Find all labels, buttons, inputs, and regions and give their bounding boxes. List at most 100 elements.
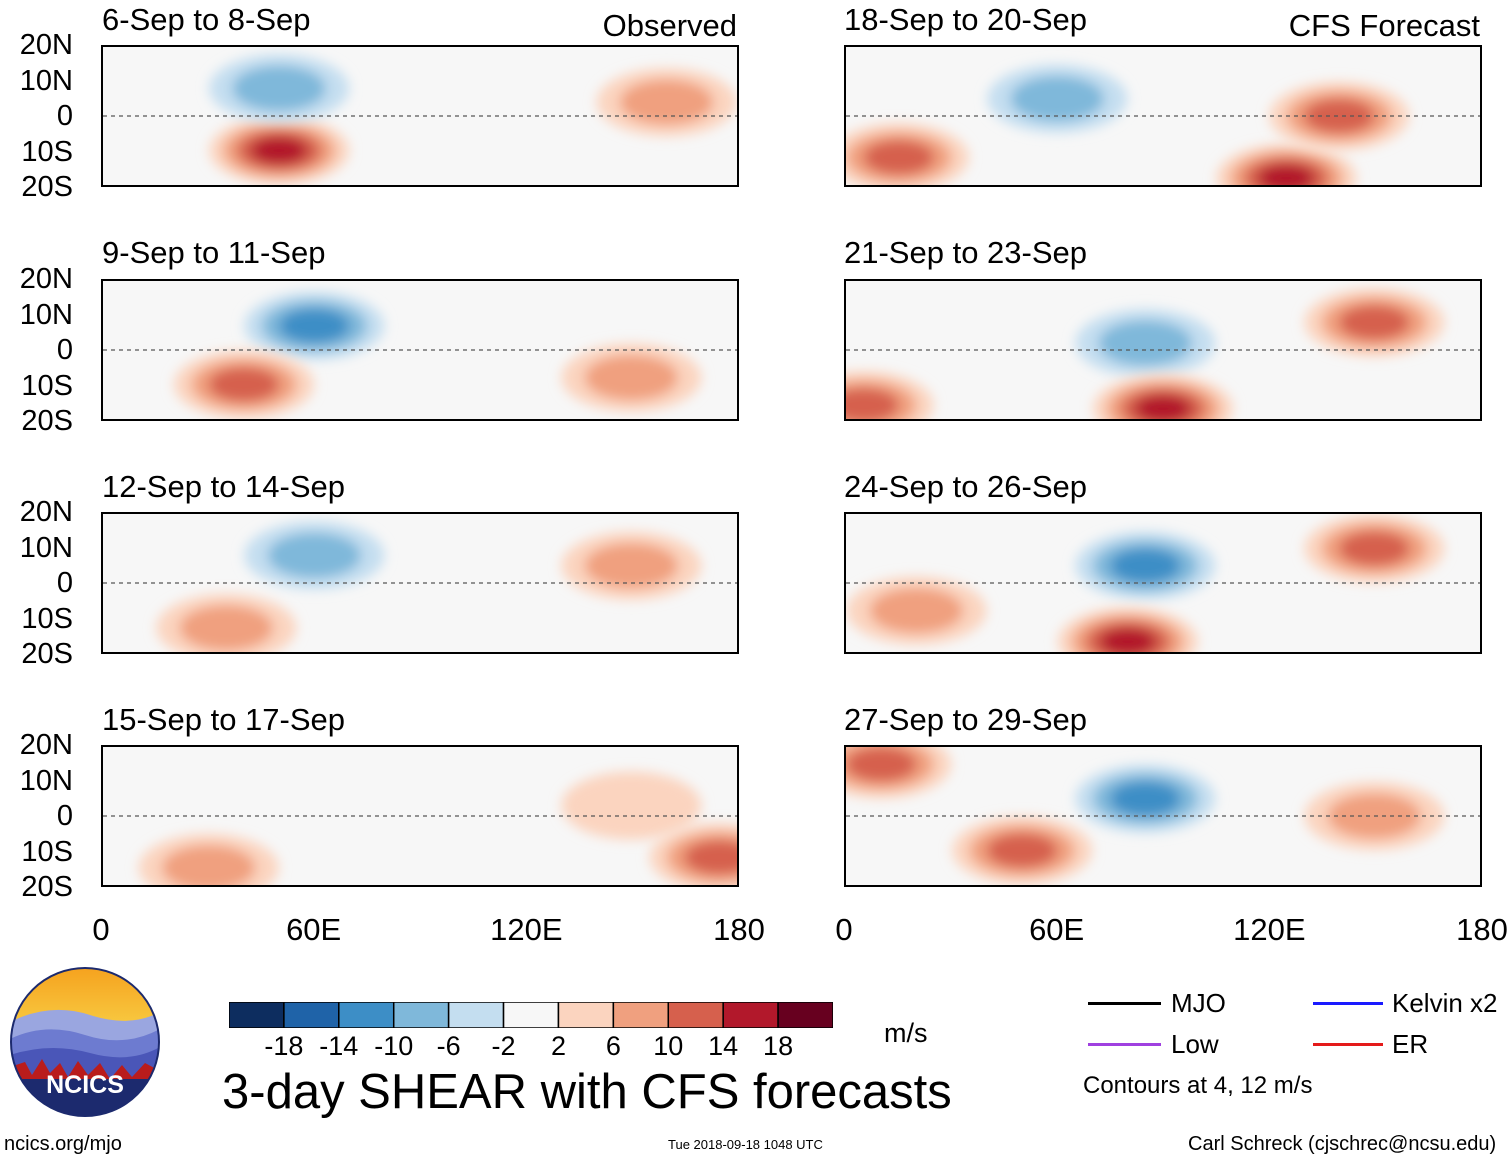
shear-anomaly-blob: [846, 576, 987, 645]
footer-url[interactable]: ncics.org/mjo: [4, 1133, 122, 1155]
shear-anomaly-blob: [952, 816, 1093, 885]
panel-plot-3: [103, 514, 737, 652]
panel-title-2: 9-Sep to 11-Sep: [102, 235, 326, 270]
shear-level-8: [584, 543, 678, 589]
forecast-label: CFS Forecast: [1288, 8, 1480, 43]
lon-tick-label: 180: [713, 912, 765, 947]
shear-anomaly-blob: [1304, 288, 1445, 357]
colorbar-box-4: [447, 1002, 505, 1028]
shear-anomaly-blob: [1269, 82, 1410, 150]
shear-level-12: [684, 840, 737, 875]
shear-level-12: [1339, 531, 1410, 566]
lat-tick-label: 10N: [19, 764, 73, 797]
panel-title-6: 21-Sep to 23-Sep: [844, 235, 1088, 270]
logo-text: NCICS: [46, 1071, 124, 1099]
panel-plot-4: [103, 747, 737, 885]
lon-tick-label: 0: [835, 912, 853, 947]
panel-plot-2: [103, 281, 737, 419]
lat-tick-label: 20N: [19, 29, 73, 61]
lat-tick-label: 20S: [21, 171, 73, 203]
shear-level-16: [1135, 395, 1191, 419]
colorbar-box-1: [283, 1002, 340, 1028]
shear-level-12: [987, 833, 1058, 868]
lon-tick-label: 0: [92, 912, 110, 947]
lat-tick-label: 10S: [21, 135, 73, 168]
shear-level-8: [584, 354, 678, 401]
shear-anomaly-blob: [138, 833, 279, 885]
shear-anomaly-blob: [561, 531, 702, 600]
footer-timestamp: Tue 2018-09-18 1048 UTC: [668, 1137, 823, 1152]
panel-title-4: 15-Sep to 17-Sep: [102, 702, 346, 737]
lon-tick-label: 60E: [286, 912, 342, 947]
colorbar-box-2: [338, 1002, 395, 1028]
shear-anomaly-blob: [244, 521, 385, 590]
lon-tick-label: 120E: [490, 912, 563, 947]
lat-tick-label: 10S: [21, 602, 73, 635]
lat-tick-label: 20N: [19, 729, 73, 761]
shear-level-12: [846, 747, 917, 782]
colorbar-box-6: [557, 1002, 615, 1028]
legend-kelvin-line: [1313, 1002, 1383, 1005]
shear-level-8: [162, 845, 256, 885]
colorbar-box-3: [392, 1002, 450, 1028]
shear-anomaly-blob: [1304, 514, 1445, 583]
colorbar-tick-1: -14: [319, 1031, 359, 1061]
shear-anomaly-blob: [209, 54, 350, 123]
colorbar-tick-4: -2: [491, 1031, 516, 1061]
map-panel-4: [101, 745, 739, 887]
panel-title-1: 6-Sep to 8-Sep: [102, 2, 311, 37]
lat-tick-label: 20N: [19, 263, 73, 295]
units-label: m/s: [884, 1018, 928, 1048]
shear-level-8: [619, 79, 714, 125]
shear-level-12: [208, 367, 279, 402]
observed-label: Observed: [602, 8, 737, 43]
shear-anomaly-blob: [846, 747, 952, 799]
shear-level--8: [232, 65, 326, 112]
shear-anomaly-blob: [244, 291, 385, 360]
shear-level-16: [1258, 164, 1315, 185]
map-panel-7: [844, 512, 1482, 654]
panel-plot-8: [846, 747, 1480, 885]
shear-level-8: [179, 605, 273, 651]
colorbar-tick-2: -10: [374, 1031, 414, 1061]
map-panel-1: [101, 45, 739, 187]
shear-anomaly-blob: [987, 64, 1128, 133]
lon-tick-label: 120E: [1233, 912, 1306, 947]
lat-tick-label: 20S: [21, 405, 73, 437]
shear-anomaly-blob: [846, 371, 934, 419]
panel-title-5: 18-Sep to 20-Sep: [844, 2, 1088, 37]
panel-plot-7: [846, 514, 1480, 652]
panel-plot-6: [846, 281, 1480, 419]
shear-anomaly-blob: [561, 771, 702, 840]
lat-tick-label: 20N: [19, 496, 73, 528]
panel-title-3: 12-Sep to 14-Sep: [102, 469, 346, 504]
shear-anomaly-blob: [596, 68, 737, 137]
shear-anomaly-blob: [1057, 607, 1198, 652]
colorbar-box-5: [502, 1002, 560, 1028]
colorbar-tick-9: 18: [763, 1031, 794, 1061]
lon-tick-label: 60E: [1029, 912, 1085, 947]
shear-anomaly-blob: [156, 593, 297, 652]
legend-mjo-label: MJO: [1171, 988, 1226, 1018]
shear-level--8: [1098, 320, 1193, 366]
shear-level--8: [267, 532, 361, 579]
shear-anomaly-blob: [649, 823, 737, 885]
lat-tick-label: 20S: [21, 638, 73, 670]
colorbar-tick-5: 2: [550, 1031, 566, 1061]
shear-level--12: [1110, 548, 1181, 583]
shear-anomaly-blob: [1216, 144, 1357, 185]
shear-anomaly-blob: [846, 123, 969, 185]
colorbar-tick-0: -18: [264, 1031, 304, 1061]
lat-tick-label: 10S: [21, 369, 73, 402]
shear-anomaly-blob: [1075, 764, 1216, 833]
legend-mjo-line: [1088, 1002, 1161, 1005]
panel-plot-1: [103, 47, 737, 185]
shear-level-4: [561, 771, 702, 840]
lat-tick-label: 20S: [21, 871, 73, 903]
ncics-logo: NCICS: [10, 967, 160, 1117]
colorbar-tick-8: 14: [708, 1031, 739, 1061]
lat-tick-label: 0: [56, 100, 73, 132]
shear-anomaly-blob: [1093, 374, 1233, 419]
colorbar-tick-3: -6: [436, 1031, 461, 1061]
shear-level-12: [1339, 305, 1410, 340]
